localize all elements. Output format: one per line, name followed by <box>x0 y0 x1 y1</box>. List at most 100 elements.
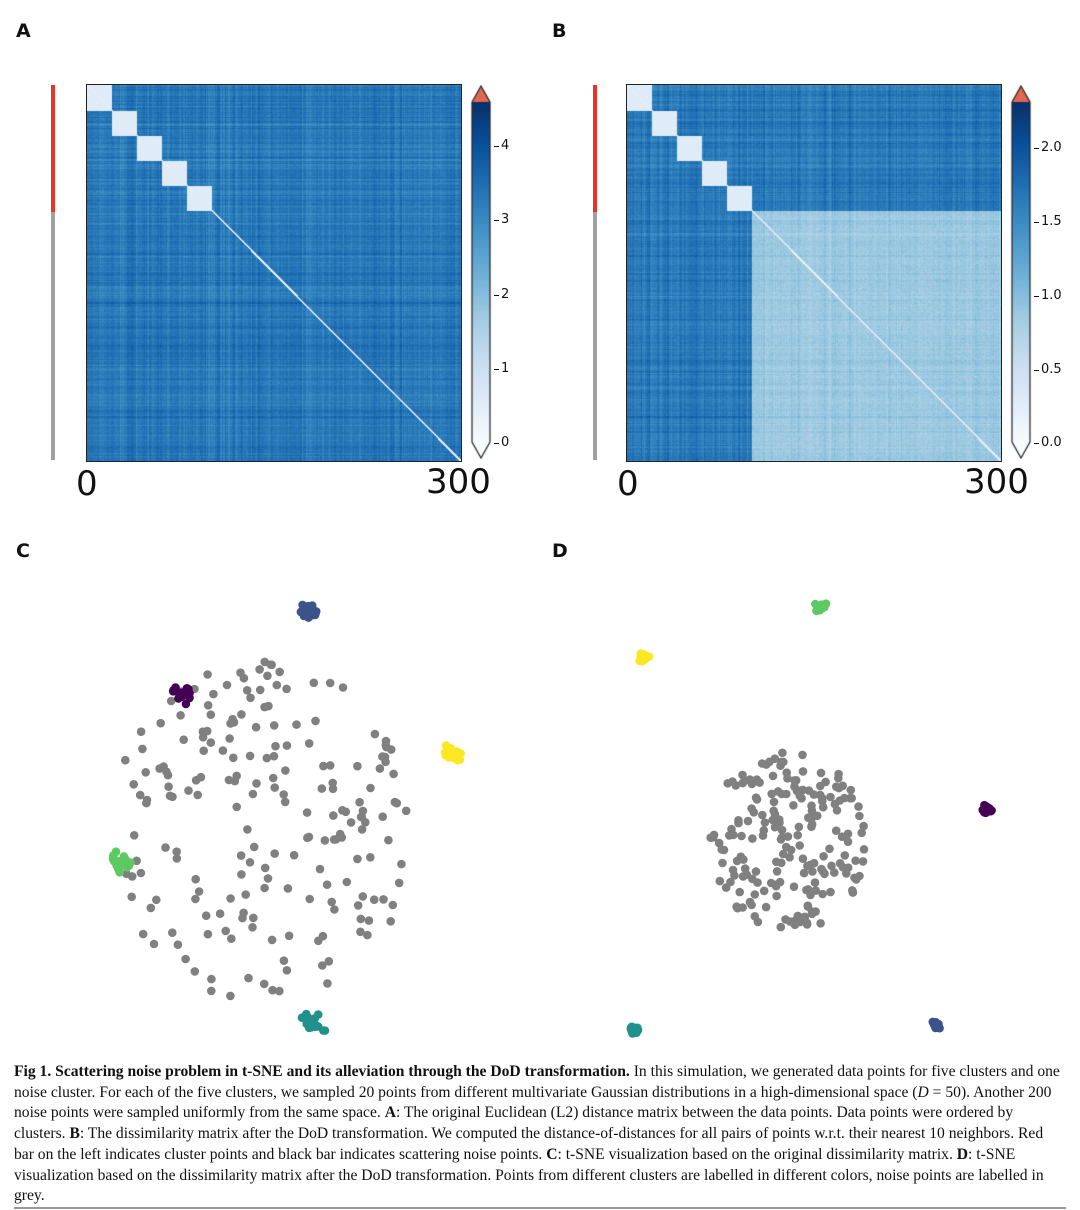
noise-point <box>745 897 755 907</box>
noise-point <box>275 667 285 677</box>
noise-point <box>215 909 225 918</box>
noise-point <box>244 973 253 983</box>
noise-point <box>318 961 327 970</box>
noise-point <box>765 757 774 767</box>
noise-point <box>251 722 261 732</box>
noise-point <box>317 784 327 793</box>
noise-point <box>761 902 771 912</box>
noise-point <box>843 837 853 846</box>
noise-point <box>232 802 241 812</box>
noise-point <box>292 720 301 729</box>
noise-point <box>798 767 808 776</box>
noise-point <box>242 686 252 695</box>
noise-point <box>279 790 289 799</box>
noise-point <box>172 847 181 856</box>
noise-point <box>282 684 291 694</box>
noise-point <box>281 766 290 775</box>
noise-point <box>397 859 406 869</box>
noise-point <box>190 967 200 976</box>
tsne-scatter-c <box>108 600 465 1035</box>
noise-point <box>774 815 784 824</box>
noise-point <box>239 673 249 683</box>
cluster-point-5 <box>446 744 456 753</box>
noise-point <box>800 912 810 922</box>
noise-point <box>237 870 246 879</box>
noise-point <box>259 979 269 989</box>
noise-point <box>342 877 352 887</box>
noise-point <box>381 736 391 746</box>
panel-label-a: A <box>16 20 31 42</box>
noise-point <box>797 794 806 803</box>
noise-point <box>747 804 756 813</box>
noise-point <box>136 868 146 878</box>
cluster-point-1 <box>181 687 190 696</box>
noise-point <box>378 752 387 761</box>
heatmap-a <box>86 84 462 462</box>
noise-point <box>199 746 208 755</box>
noise-point <box>709 830 719 840</box>
cluster-point-5 <box>640 653 650 662</box>
noise-point <box>781 915 790 924</box>
cluster-point-1 <box>169 686 178 695</box>
caption-text: In this simulation, we generated data po… <box>14 1063 1060 1101</box>
noise-point <box>718 858 727 868</box>
noise-point <box>269 751 279 761</box>
caption-title: Scattering noise problem in t-SNE and it… <box>55 1063 630 1080</box>
noise-point <box>193 790 202 800</box>
noise-point <box>751 867 761 876</box>
noise-point <box>768 771 778 781</box>
noise-point <box>830 868 839 877</box>
noise-point <box>229 718 239 727</box>
noise-point <box>329 811 338 820</box>
cluster-point-4 <box>114 864 123 874</box>
noise-point <box>740 776 749 785</box>
noise-point <box>768 815 777 825</box>
cluster-point-5 <box>441 751 451 760</box>
noise-point <box>747 779 757 789</box>
noise-point <box>268 773 278 783</box>
noise-point <box>237 710 246 719</box>
noise-point <box>769 797 779 807</box>
noise-point <box>338 683 348 692</box>
noise-point <box>168 928 177 937</box>
x-tick-label: 0 <box>76 464 98 504</box>
noise-point <box>203 929 213 939</box>
noise-point <box>778 849 788 859</box>
noise-point <box>818 889 827 899</box>
noise-point <box>283 884 293 893</box>
noise-point <box>327 897 337 907</box>
noise-point <box>375 764 385 773</box>
noise-point <box>246 693 255 703</box>
noise-point <box>392 798 402 808</box>
noise-point <box>370 729 380 739</box>
noise-point <box>831 826 841 835</box>
noise-point <box>272 680 282 690</box>
caption-ref: B <box>69 1125 80 1143</box>
heatmap-b <box>626 84 1002 462</box>
tsne-scatter-d <box>626 599 996 1038</box>
noise-point <box>789 801 798 810</box>
noise-point <box>267 935 277 945</box>
noise-point <box>280 797 290 807</box>
cluster-points-bar-a <box>51 85 55 212</box>
noise-point <box>743 816 753 826</box>
noise-point <box>795 841 804 850</box>
noise-point <box>369 895 379 904</box>
noise-point <box>136 727 146 736</box>
noise-point <box>249 842 259 852</box>
noise-point <box>854 802 863 811</box>
noise-point <box>304 739 314 748</box>
noise-point <box>366 853 375 862</box>
noise-point <box>857 828 866 838</box>
noise-point <box>759 886 769 896</box>
noise-point <box>838 781 847 791</box>
noise-point <box>129 831 139 840</box>
colorbar-tick: 2.0 <box>1034 140 1062 155</box>
noise-point <box>803 902 813 911</box>
noise-point <box>222 680 232 690</box>
noise-point <box>165 791 175 801</box>
noise-point <box>769 806 778 816</box>
noise-point <box>164 782 173 791</box>
noise-point <box>832 782 841 791</box>
